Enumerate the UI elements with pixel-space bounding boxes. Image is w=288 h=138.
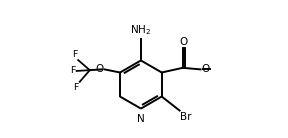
Text: F: F <box>72 50 77 59</box>
Text: N: N <box>137 115 145 124</box>
Text: O: O <box>96 64 104 74</box>
Text: F: F <box>71 66 76 75</box>
Text: Br: Br <box>180 112 192 122</box>
Text: O: O <box>179 37 188 47</box>
Text: F: F <box>73 83 79 92</box>
Text: O: O <box>201 64 209 74</box>
Text: NH$_2$: NH$_2$ <box>130 23 151 37</box>
